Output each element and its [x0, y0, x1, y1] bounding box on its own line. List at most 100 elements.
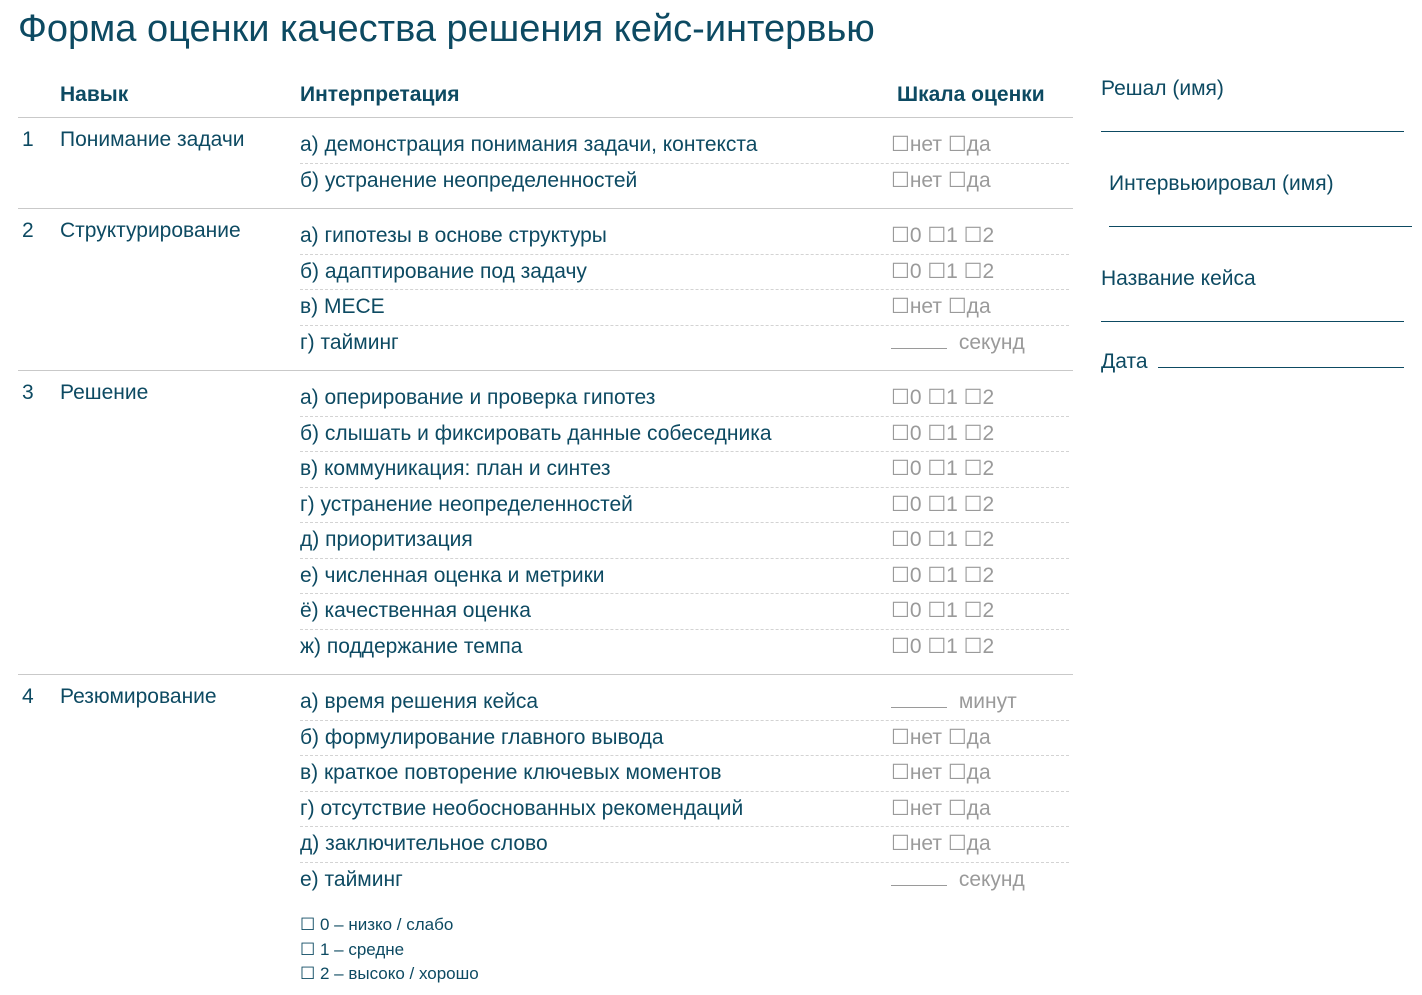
skill-name: Структурирование [56, 209, 296, 371]
scale-cell[interactable]: ☐нет ☐да [891, 757, 1069, 789]
table-row: 1Понимание задачиа) демонстрация пониман… [18, 118, 1073, 209]
criterion-label: в) MECE [300, 291, 891, 323]
scale-cell[interactable]: минут [891, 686, 1069, 718]
interpretation-cell: а) демонстрация понимания задачи, контек… [296, 118, 1073, 209]
interviewer-input-line[interactable] [1109, 226, 1412, 227]
scale-cell[interactable]: ☐нет ☐да [891, 793, 1069, 825]
skill-name: Решение [56, 371, 296, 675]
interviewer-label: Интервьюировал (имя) [1101, 172, 1404, 196]
criterion-label: б) слышать и фиксировать данные собеседн… [300, 418, 891, 450]
sub-row: е) численная оценка и метрики☐0 ☐1 ☐2 [300, 559, 1069, 595]
scale-cell[interactable]: секунд [891, 864, 1069, 896]
meta-sidebar: Решал (имя) Интервьюировал (имя) Названи… [1101, 77, 1404, 374]
scale-cell[interactable]: ☐0 ☐1 ☐2 [891, 382, 1069, 414]
criterion-label: в) краткое повторение ключевых моментов [300, 757, 891, 789]
solver-input-line[interactable] [1101, 131, 1404, 132]
row-number: 3 [18, 371, 56, 675]
sub-row: б) устранение неопределенностей☐нет ☐да [300, 164, 1069, 199]
sub-row: в) MECE☐нет ☐да [300, 290, 1069, 326]
table-row: 2Структурированиеа) гипотезы в основе ст… [18, 209, 1073, 371]
criterion-label: а) время решения кейса [300, 686, 891, 718]
legend: ☐ 0 – низко / слабо☐ 1 – средне☐ 2 – выс… [300, 913, 1073, 987]
header-skill: Навык [56, 77, 296, 118]
content-wrap: Навык Интерпретация Шкала оценки 1Понима… [18, 77, 1404, 987]
scale-cell[interactable]: ☐нет ☐да [891, 828, 1069, 860]
scale-cell[interactable]: ☐0 ☐1 ☐2 [891, 256, 1069, 288]
sub-row: в) краткое повторение ключевых моментов☐… [300, 756, 1069, 792]
write-in-line[interactable] [891, 689, 947, 708]
table-row: 4Резюмированиеа) время решения кейса мин… [18, 675, 1073, 908]
solver-label: Решал (имя) [1101, 77, 1404, 101]
header-scale: Шкала оценки [893, 77, 1073, 118]
header-interp: Интерпретация [296, 77, 893, 118]
scale-cell[interactable]: ☐нет ☐да [891, 291, 1069, 323]
sub-row: б) слышать и фиксировать данные собеседн… [300, 417, 1069, 453]
interviewer-field: Интервьюировал (имя) [1101, 172, 1404, 227]
scale-cell[interactable]: ☐0 ☐1 ☐2 [891, 631, 1069, 663]
legend-line: ☐ 2 – высоко / хорошо [300, 962, 1073, 987]
unit-minutes: минут [953, 690, 1017, 713]
sub-row: а) оперирование и проверка гипотез☐0 ☐1 … [300, 381, 1069, 417]
evaluation-table: Навык Интерпретация Шкала оценки 1Понима… [18, 77, 1073, 907]
scale-cell[interactable]: ☐0 ☐1 ☐2 [891, 418, 1069, 450]
sub-row: г) устранение неопределенностей☐0 ☐1 ☐2 [300, 488, 1069, 524]
sub-row: а) время решения кейса минут [300, 685, 1069, 721]
scale-cell[interactable]: ☐нет ☐да [891, 165, 1069, 197]
criterion-label: б) формулирование главного вывода [300, 722, 891, 754]
sub-row: в) коммуникация: план и синтез☐0 ☐1 ☐2 [300, 452, 1069, 488]
scale-cell[interactable]: ☐нет ☐да [891, 129, 1069, 161]
write-in-line[interactable] [891, 330, 947, 349]
sub-row: ё) качественная оценка☐0 ☐1 ☐2 [300, 594, 1069, 630]
criterion-label: ж) поддержание темпа [300, 631, 891, 663]
date-input-line[interactable] [1158, 367, 1404, 368]
sub-row: е) тайминг секунд [300, 863, 1069, 898]
date-label: Дата [1101, 350, 1148, 374]
scale-cell[interactable]: ☐0 ☐1 ☐2 [891, 453, 1069, 485]
sub-row: а) демонстрация понимания задачи, контек… [300, 128, 1069, 164]
unit-seconds: секунд [953, 331, 1025, 354]
scale-cell[interactable]: ☐нет ☐да [891, 722, 1069, 754]
write-in-line[interactable] [891, 867, 947, 886]
criterion-label: б) устранение неопределенностей [300, 165, 891, 197]
criterion-label: а) гипотезы в основе структуры [300, 220, 891, 252]
criterion-label: г) тайминг [300, 327, 891, 359]
sub-row: ж) поддержание темпа☐0 ☐1 ☐2 [300, 630, 1069, 665]
scale-cell[interactable]: ☐0 ☐1 ☐2 [891, 595, 1069, 627]
unit-seconds: секунд [953, 868, 1025, 891]
row-number: 1 [18, 118, 56, 209]
criterion-label: е) тайминг [300, 864, 891, 896]
sub-row: б) формулирование главного вывода☐нет ☐д… [300, 721, 1069, 757]
criterion-label: г) отсутствие необоснованных рекомендаци… [300, 793, 891, 825]
interpretation-cell: а) время решения кейса минутб) формулиро… [296, 675, 1073, 908]
skill-name: Понимание задачи [56, 118, 296, 209]
scale-cell[interactable]: ☐0 ☐1 ☐2 [891, 220, 1069, 252]
criterion-label: б) адаптирование под задачу [300, 256, 891, 288]
criterion-label: д) приоритизация [300, 524, 891, 556]
scale-cell[interactable]: секунд [891, 327, 1069, 359]
interpretation-cell: а) гипотезы в основе структуры☐0 ☐1 ☐2б)… [296, 209, 1073, 371]
case-name-input-line[interactable] [1101, 321, 1404, 322]
case-name-label: Название кейса [1101, 267, 1404, 291]
legend-line: ☐ 0 – низко / слабо [300, 913, 1073, 938]
scale-cell[interactable]: ☐0 ☐1 ☐2 [891, 524, 1069, 556]
interpretation-cell: а) оперирование и проверка гипотез☐0 ☐1 … [296, 371, 1073, 675]
criterion-label: ё) качественная оценка [300, 595, 891, 627]
criterion-label: е) численная оценка и метрики [300, 560, 891, 592]
sub-row: д) приоритизация☐0 ☐1 ☐2 [300, 523, 1069, 559]
scale-cell[interactable]: ☐0 ☐1 ☐2 [891, 489, 1069, 521]
row-number: 4 [18, 675, 56, 908]
header-num [18, 77, 56, 118]
date-field: Дата [1101, 350, 1404, 374]
sub-row: г) отсутствие необоснованных рекомендаци… [300, 792, 1069, 828]
solver-field: Решал (имя) [1101, 77, 1404, 132]
legend-line: ☐ 1 – средне [300, 938, 1073, 963]
scale-cell[interactable]: ☐0 ☐1 ☐2 [891, 560, 1069, 592]
sub-row: г) тайминг секунд [300, 326, 1069, 361]
criterion-label: д) заключительное слово [300, 828, 891, 860]
criterion-label: в) коммуникация: план и синтез [300, 453, 891, 485]
criterion-label: а) демонстрация понимания задачи, контек… [300, 129, 891, 161]
sub-row: а) гипотезы в основе структуры☐0 ☐1 ☐2 [300, 219, 1069, 255]
sub-row: б) адаптирование под задачу☐0 ☐1 ☐2 [300, 255, 1069, 291]
table-row: 3Решениеа) оперирование и проверка гипот… [18, 371, 1073, 675]
criterion-label: г) устранение неопределенностей [300, 489, 891, 521]
